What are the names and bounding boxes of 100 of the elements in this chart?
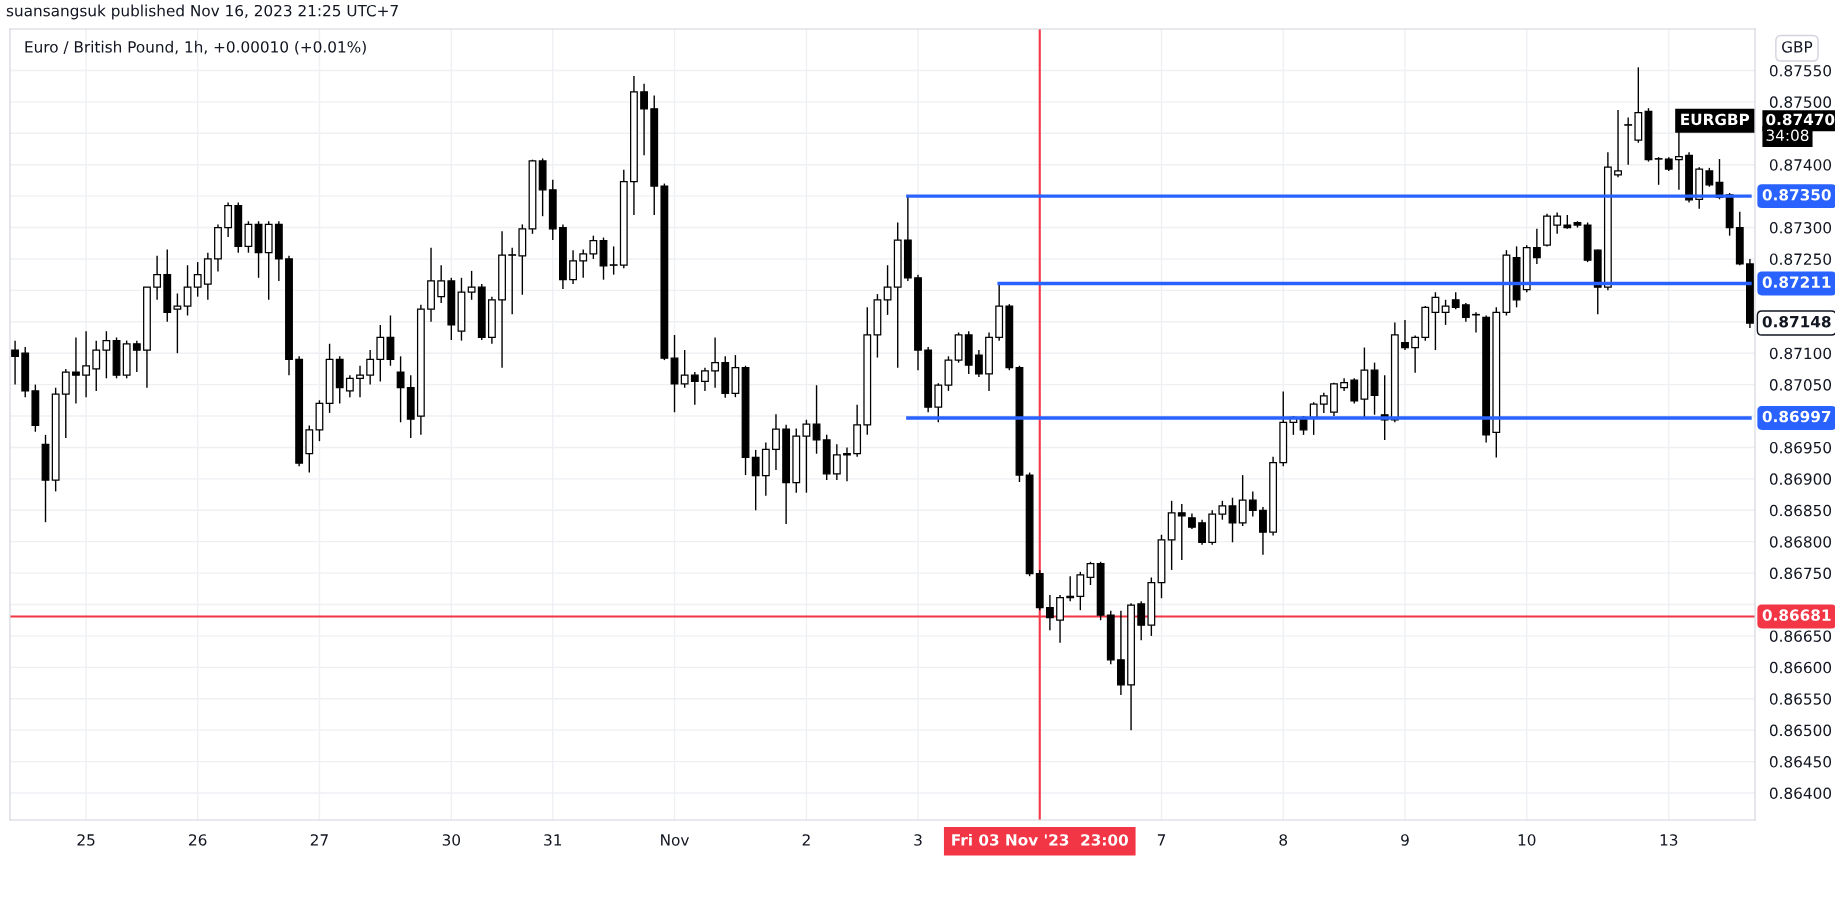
candlestick: [61, 368, 70, 439]
candlestick: [437, 264, 446, 304]
x-tick-label: 25: [77, 834, 95, 846]
candlestick: [92, 339, 101, 392]
x-tick-label: 3: [914, 834, 922, 846]
candlestick: [1076, 571, 1085, 611]
candlestick: [467, 270, 476, 301]
y-tick-label: 0.87300: [1769, 222, 1832, 234]
series-label: 0.87211: [1762, 276, 1831, 288]
candlestick: [82, 330, 91, 398]
series-label: 0.86997: [1762, 410, 1831, 423]
y-tick-label: 0.86800: [1769, 536, 1832, 548]
annotation: EURGBP: [1681, 113, 1750, 126]
candlestick: [183, 264, 192, 317]
y-tick-label: 0.87400: [1769, 159, 1832, 171]
series-label: 0.87350: [1762, 189, 1831, 201]
candlestick: [772, 413, 780, 471]
candlestick: [1238, 474, 1247, 527]
candlestick: [751, 449, 760, 511]
candlestick: [640, 82, 649, 156]
y-tick-label: 0.87550: [1769, 64, 1832, 77]
y-tick-label: 0.86950: [1769, 441, 1832, 454]
candlestick: [376, 324, 385, 383]
y-tick-label: 0.86650: [1769, 630, 1832, 642]
candlestick: [974, 349, 983, 378]
candlestick: [609, 245, 618, 276]
candlestick: [173, 292, 182, 354]
candlestick: [1654, 156, 1663, 186]
candlestick: [1472, 311, 1480, 334]
candlestick: [1705, 167, 1714, 188]
text: 34:08: [1766, 129, 1809, 142]
text: 0.87148: [1762, 315, 1831, 328]
candlestick: [1177, 503, 1186, 561]
x-tick-label: 31: [544, 834, 562, 846]
ref-line-label: 0.86681: [1762, 609, 1831, 621]
candlestick: [1411, 334, 1420, 374]
candlestick: [1309, 401, 1318, 436]
y-tick-label: 0.87100: [1769, 347, 1832, 360]
candlestick: [1198, 518, 1207, 546]
candlestick: [802, 419, 811, 494]
candlestick: [680, 349, 689, 389]
candlestick: [579, 248, 588, 279]
candlestick: [1086, 561, 1095, 586]
candlestick: [1441, 299, 1450, 326]
y-tick-label: 0.86850: [1769, 504, 1832, 517]
candlestick: [1401, 319, 1409, 351]
x-tick-label: 2: [802, 834, 810, 846]
candlestick: [589, 235, 598, 260]
candlestick: [305, 424, 314, 474]
candlestick: [345, 374, 354, 398]
candlestick: [843, 446, 851, 483]
candlestick: [193, 261, 202, 298]
text: 0.87470: [1766, 113, 1835, 126]
y-tick-label: 0.86600: [1769, 661, 1832, 674]
y-tick-label: 0.87250: [1769, 253, 1832, 265]
x-tick-label: 7: [1157, 834, 1166, 846]
x-tick-label: 26: [189, 834, 207, 846]
y-tick-label: 0.86400: [1769, 787, 1832, 800]
x-tick-label: 8: [1279, 834, 1288, 846]
text: Euro / British Pound, 1h, +0.00010 (+0.01%): [25, 40, 366, 55]
candlestick: [1137, 600, 1146, 642]
x-tick-label: 27: [310, 834, 328, 846]
candlestick: [1532, 228, 1541, 265]
candlestick: [1624, 116, 1633, 166]
candlestick: [153, 255, 162, 301]
candlestick: [1614, 109, 1622, 178]
candlestick: [812, 384, 821, 455]
candlestick: [1319, 392, 1328, 414]
candlestick: [1218, 500, 1227, 521]
x-tick-label: 30: [442, 834, 461, 846]
candlestick: [711, 336, 720, 389]
y-tick-label: 0.86550: [1769, 693, 1832, 705]
candlestick: [1553, 211, 1562, 235]
x-tick-label: 13: [1660, 834, 1678, 846]
candlestick: [1248, 490, 1257, 518]
text: suansangsuk published Nov 16, 2023 21:25 UTC+7: [6, 4, 398, 20]
candlestick: [102, 330, 111, 380]
candlestick: [1431, 291, 1440, 351]
candlestick: [883, 264, 892, 316]
candlestick: [1350, 377, 1359, 405]
candlestick: [832, 443, 841, 481]
candlestick: [1045, 594, 1054, 631]
candlestick: [356, 365, 364, 398]
y-tick-label: 0.86450: [1769, 756, 1832, 768]
candlestick: [366, 349, 375, 386]
x-tick-label: Nov: [661, 834, 689, 846]
candlestick: [244, 220, 253, 254]
y-tick-label: 0.87050: [1769, 379, 1832, 391]
candlestick: [701, 366, 709, 392]
candlestick: [11, 339, 19, 386]
candlestick: [72, 336, 80, 405]
candlestick: [690, 371, 699, 406]
x-tick-label: 10: [1518, 834, 1536, 846]
y-axis-title: GBP: [1782, 41, 1813, 53]
candlestick: [224, 201, 233, 238]
candlestick: [1259, 506, 1267, 556]
candlestick: [1461, 302, 1470, 323]
y-tick-label: 0.86900: [1769, 473, 1832, 485]
candlestick: [396, 355, 405, 423]
candlestick: [132, 339, 141, 373]
